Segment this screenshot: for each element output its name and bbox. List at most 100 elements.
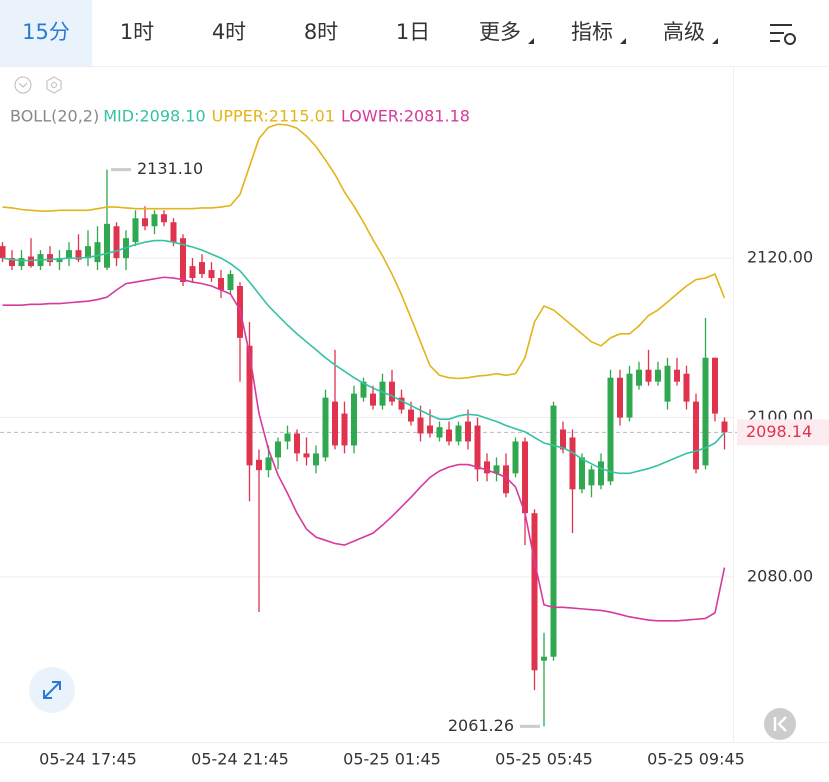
legend: BOLL(20,2) MID:2098.10 UPPER:2115.01 LOWER… [10, 107, 470, 126]
candle-body [389, 381, 395, 402]
candle-body [655, 369, 661, 382]
last-price-label: 2098.14 [746, 422, 812, 441]
candle-body [598, 461, 604, 486]
tab[interactable]: 1时 [120, 20, 154, 44]
candle-body [522, 441, 528, 514]
candle-body [85, 246, 91, 259]
candle-body [0, 246, 6, 259]
candle-body [398, 397, 405, 410]
last-price-box [737, 419, 829, 446]
expand-icon [43, 681, 61, 699]
indicator-label: BOLL(20,2) [10, 107, 99, 126]
candle-body [436, 427, 443, 438]
candle-body [360, 381, 367, 398]
candle-body [47, 254, 53, 263]
tab[interactable]: 4时 [212, 20, 246, 44]
min-label: 2061.26 [448, 716, 514, 735]
candle-body [503, 465, 509, 494]
candle-body [408, 409, 414, 422]
candle-body [370, 393, 376, 406]
candle-body [427, 425, 433, 434]
candle-body [607, 377, 614, 482]
legend-entry: LOWER:2081.18 [341, 107, 470, 126]
max-label: 2131.10 [137, 159, 203, 178]
candle-body [379, 381, 386, 406]
candle-body [104, 223, 110, 268]
candle-body [180, 238, 186, 283]
candle-body [683, 373, 690, 402]
candle-body [493, 465, 500, 474]
x-tick-label: 05-25 01:45 [343, 750, 441, 769]
candle-body [332, 401, 338, 446]
boll-line [2, 239, 726, 475]
candle-body [94, 242, 101, 263]
candle-body [132, 218, 139, 243]
y-tick-label: 2080.00 [747, 566, 813, 585]
legend-entry: UPPER:2115.01 [212, 107, 335, 126]
candle-body [465, 421, 471, 442]
candle-body [284, 433, 291, 442]
tab[interactable]: 指标 [571, 20, 613, 44]
candle-body [626, 373, 633, 418]
candle-body [151, 214, 158, 227]
candle-body [588, 469, 595, 486]
candle-body [313, 453, 319, 466]
legend-entry: MID:2098.10 [103, 107, 205, 126]
settings-icon[interactable] [770, 24, 796, 45]
candle-body [199, 262, 205, 275]
candle-body [189, 266, 196, 279]
candle-body [170, 222, 177, 243]
settings-icon [51, 82, 57, 88]
candle-body [417, 417, 424, 434]
tab[interactable]: 15分 [22, 20, 70, 44]
candle-body [569, 437, 576, 490]
collapse-icon [18, 82, 28, 88]
candle-body [9, 258, 15, 267]
candle-body [56, 258, 63, 263]
boll-line [2, 276, 726, 622]
candle-body [702, 357, 709, 466]
candle-body [550, 405, 557, 657]
candle-body [341, 413, 348, 446]
settings-icon[interactable] [46, 76, 62, 94]
candle-body [161, 214, 167, 223]
candle-body [541, 656, 547, 661]
candle-body [275, 441, 281, 458]
candle-body [142, 218, 148, 227]
tab[interactable]: 1日 [396, 20, 430, 44]
tab[interactable]: 8时 [304, 20, 338, 44]
x-tick-label: 05-25 09:45 [647, 750, 745, 769]
tab[interactable]: 更多 [479, 20, 521, 44]
candle-body [303, 453, 310, 458]
y-tick-label: 2120.00 [747, 248, 813, 267]
candle-body [617, 377, 623, 418]
candle-body [227, 274, 234, 291]
scroll-latest-icon [773, 716, 787, 732]
candle-body [75, 250, 82, 260]
candle-body [66, 250, 72, 259]
x-tick-label: 05-24 21:45 [191, 750, 289, 769]
candle-body [693, 401, 699, 470]
candle-body [294, 433, 300, 454]
candle-body [208, 270, 215, 279]
candle-body [645, 369, 652, 382]
candle-body [512, 441, 519, 474]
tab-bar: 15分 1时 4时 8时 1日 更多 指标 高级 [22, 20, 796, 45]
boll-line [2, 123, 726, 380]
candle-body [113, 226, 120, 259]
candle-body [560, 429, 566, 450]
candle-body [246, 345, 253, 466]
candle-body [531, 513, 538, 671]
dropdown-caret [528, 38, 718, 44]
collapse-icon[interactable] [14, 76, 32, 94]
active-tab-bg[interactable] [0, 0, 92, 66]
candle-body [351, 393, 357, 446]
candle-body [474, 425, 481, 470]
tab[interactable]: 高级 [663, 20, 705, 44]
candle-body [484, 461, 490, 474]
candle-body [664, 365, 671, 402]
candle-body [322, 397, 329, 458]
